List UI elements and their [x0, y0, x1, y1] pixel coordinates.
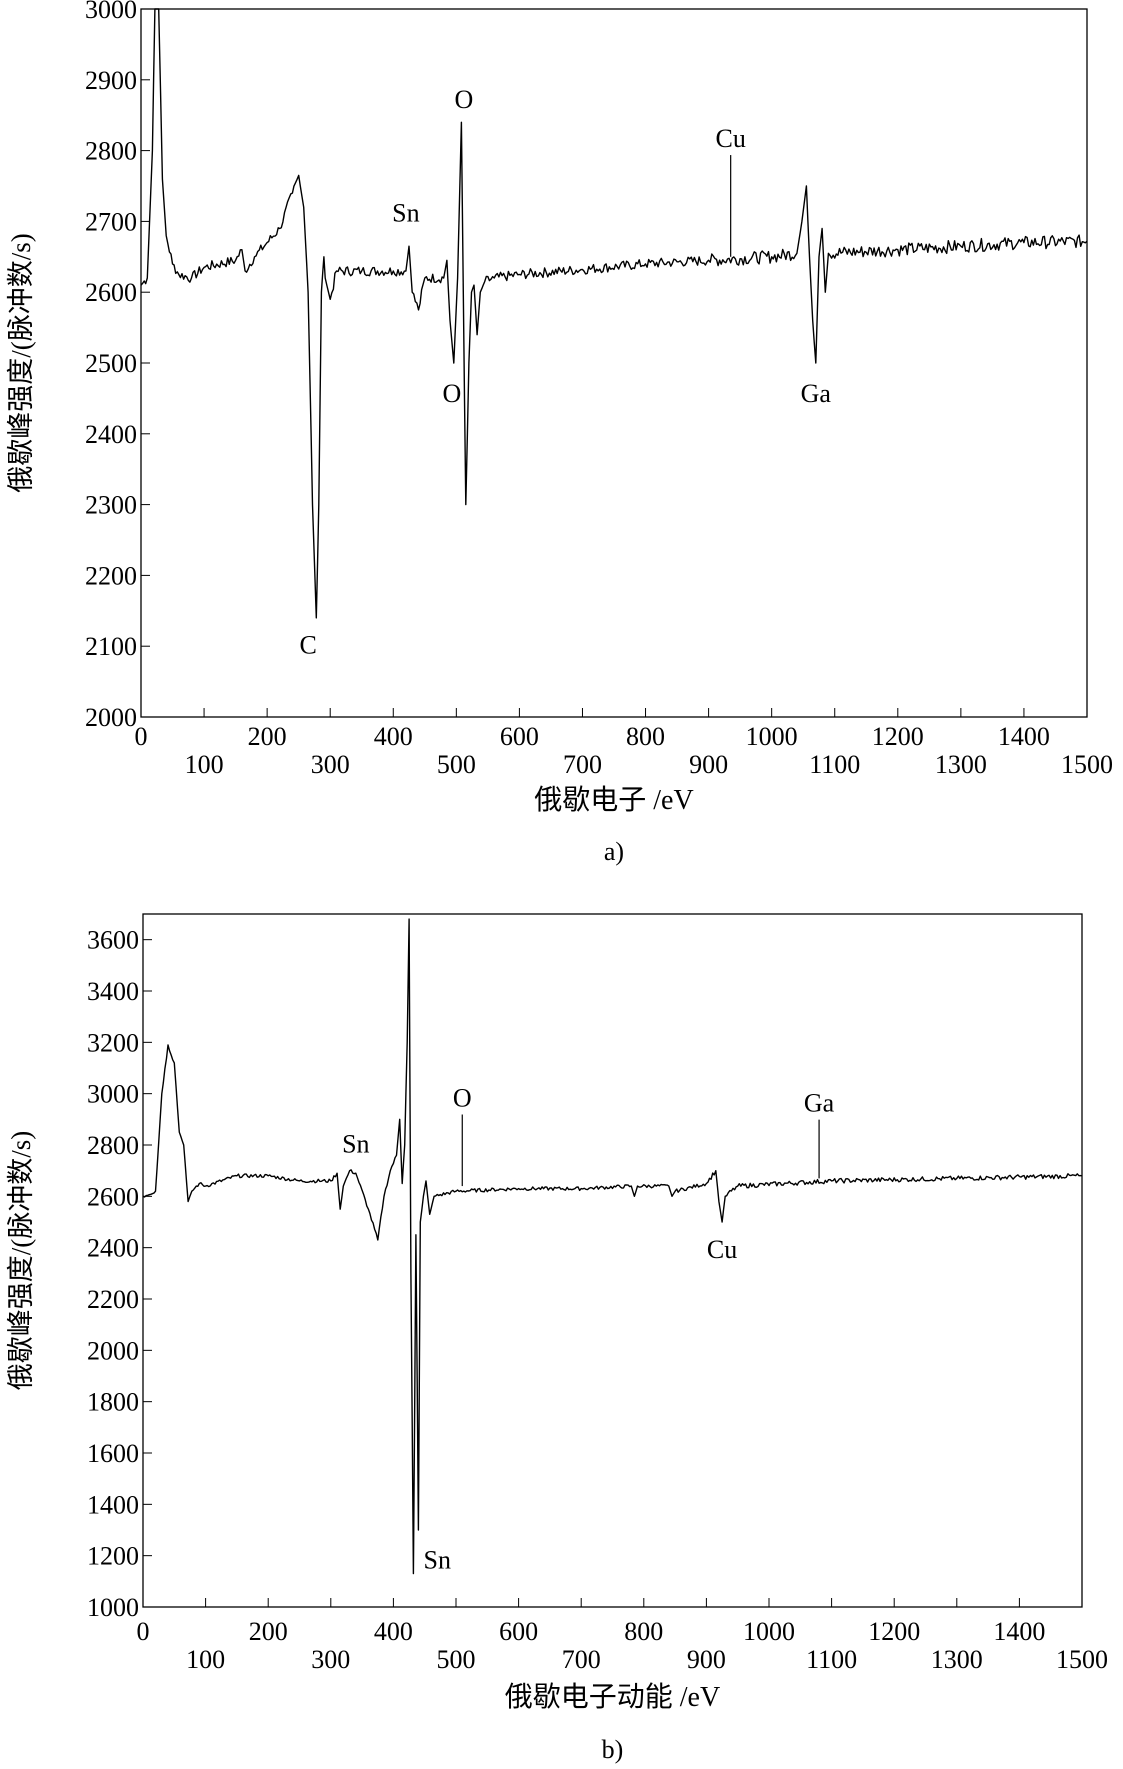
peak-label-o: O: [443, 379, 462, 408]
plot-frame: [142, 913, 1083, 1608]
x-tick-label: 1300: [931, 1645, 983, 1674]
y-tick-label: 2800: [87, 1131, 139, 1160]
peak-label-ga: Ga: [801, 379, 832, 408]
peak-label-o: O: [455, 85, 474, 114]
x-tick-label: 1100: [806, 1645, 857, 1674]
peak-label-sn: Sn: [392, 198, 419, 227]
y-tick-label: 2500: [85, 349, 137, 378]
x-tick-label: 0: [135, 722, 148, 751]
x-tick-label: 1400: [993, 1617, 1045, 1646]
y-tick-label: 2300: [85, 491, 137, 520]
y-tick-label: 2400: [87, 1234, 139, 1263]
y-tick-label: 2100: [85, 632, 137, 661]
x-tick-label: 500: [437, 750, 476, 779]
y-tick-label: 1400: [87, 1490, 139, 1519]
peak-label-o: O: [453, 1084, 472, 1113]
x-tick-label: 400: [374, 1617, 413, 1646]
x-axis-label: 俄歇电子 /eV: [534, 784, 693, 816]
x-tick-label: 1300: [935, 750, 987, 779]
y-tick-label: 3000: [87, 1080, 139, 1109]
y-tick-label: 2600: [85, 278, 137, 307]
y-tick-label: 1200: [87, 1542, 139, 1571]
peak-label-sn: Sn: [342, 1130, 369, 1159]
y-tick-label: 1600: [87, 1439, 139, 1468]
peak-label-cu: Cu: [707, 1235, 737, 1264]
y-tick-label: 2000: [85, 703, 137, 732]
x-tick-label: 1200: [872, 722, 924, 751]
x-tick-label: 1000: [746, 722, 798, 751]
y-tick-label: 3000: [85, 0, 137, 24]
y-tick-label: 1800: [87, 1388, 139, 1417]
x-tick-label: 400: [374, 722, 413, 751]
x-tick-label: 0: [137, 1617, 150, 1646]
x-tick-label: 300: [311, 1645, 350, 1674]
y-tick-label: 3400: [87, 977, 139, 1006]
y-axis-label: 俄歇峰强度/(脉冲数/s): [6, 1131, 36, 1391]
y-tick-label: 3600: [87, 926, 139, 955]
chart-a: 0 100 200 300 400 500 600 700 800 900 1000 1100 1200…: [6, 0, 1113, 866]
spectrum-line: [140, 8, 1088, 619]
y-tick-label: 2600: [87, 1182, 139, 1211]
y-tick-label: 2200: [87, 1285, 139, 1314]
x-tick-label: 500: [437, 1645, 476, 1674]
x-tick-label: 200: [248, 722, 287, 751]
peak-label-cu: Cu: [716, 124, 746, 153]
x-tick-label: 1000: [743, 1617, 795, 1646]
peak-label-c: C: [299, 630, 316, 659]
x-axis-label: 俄歇电子动能 /eV: [505, 1681, 720, 1713]
y-tick-label: 1000: [87, 1593, 139, 1622]
chart-b: 0 100 200 300 400 500 600 700 800 900 1000 1100 1200…: [6, 913, 1108, 1764]
x-tick-label: 600: [499, 1617, 538, 1646]
x-tick-label: 1200: [868, 1617, 920, 1646]
y-tick-label: 2900: [85, 66, 137, 95]
x-tick-label: 700: [562, 1645, 601, 1674]
y-axis-label: 俄歇峰强度/(脉冲数/s): [6, 233, 36, 493]
x-tick-label: 1500: [1056, 1645, 1108, 1674]
x-tick-label: 200: [249, 1617, 288, 1646]
x-tick-label: 300: [311, 750, 350, 779]
x-tick-label: 100: [186, 1645, 225, 1674]
y-tick-label: 2400: [85, 420, 137, 449]
x-tick-label: 900: [687, 1645, 726, 1674]
peak-label-ga: Ga: [804, 1089, 835, 1118]
x-tick-label: 800: [626, 722, 665, 751]
x-tick-label: 1500: [1061, 750, 1113, 779]
x-tick-label: 900: [689, 750, 728, 779]
y-tick-label: 2700: [85, 207, 137, 236]
x-tick-label: 800: [624, 1617, 663, 1646]
x-tick-label: 600: [500, 722, 539, 751]
y-tick-label: 2800: [85, 137, 137, 166]
figure-caption: a): [604, 837, 624, 866]
x-tick-label: 1400: [998, 722, 1050, 751]
x-tick-label: 700: [563, 750, 602, 779]
y-tick-label: 2000: [87, 1336, 139, 1365]
x-tick-label: 100: [185, 750, 224, 779]
y-tick-label: 3200: [87, 1028, 139, 1057]
plot-frame: [140, 8, 1088, 718]
y-tick-label: 2200: [85, 561, 137, 590]
spectrum-line: [142, 918, 1083, 1575]
x-tick-label: 1100: [809, 750, 860, 779]
figure-caption: b): [602, 1735, 624, 1764]
peak-label-sn: Sn: [423, 1546, 450, 1575]
